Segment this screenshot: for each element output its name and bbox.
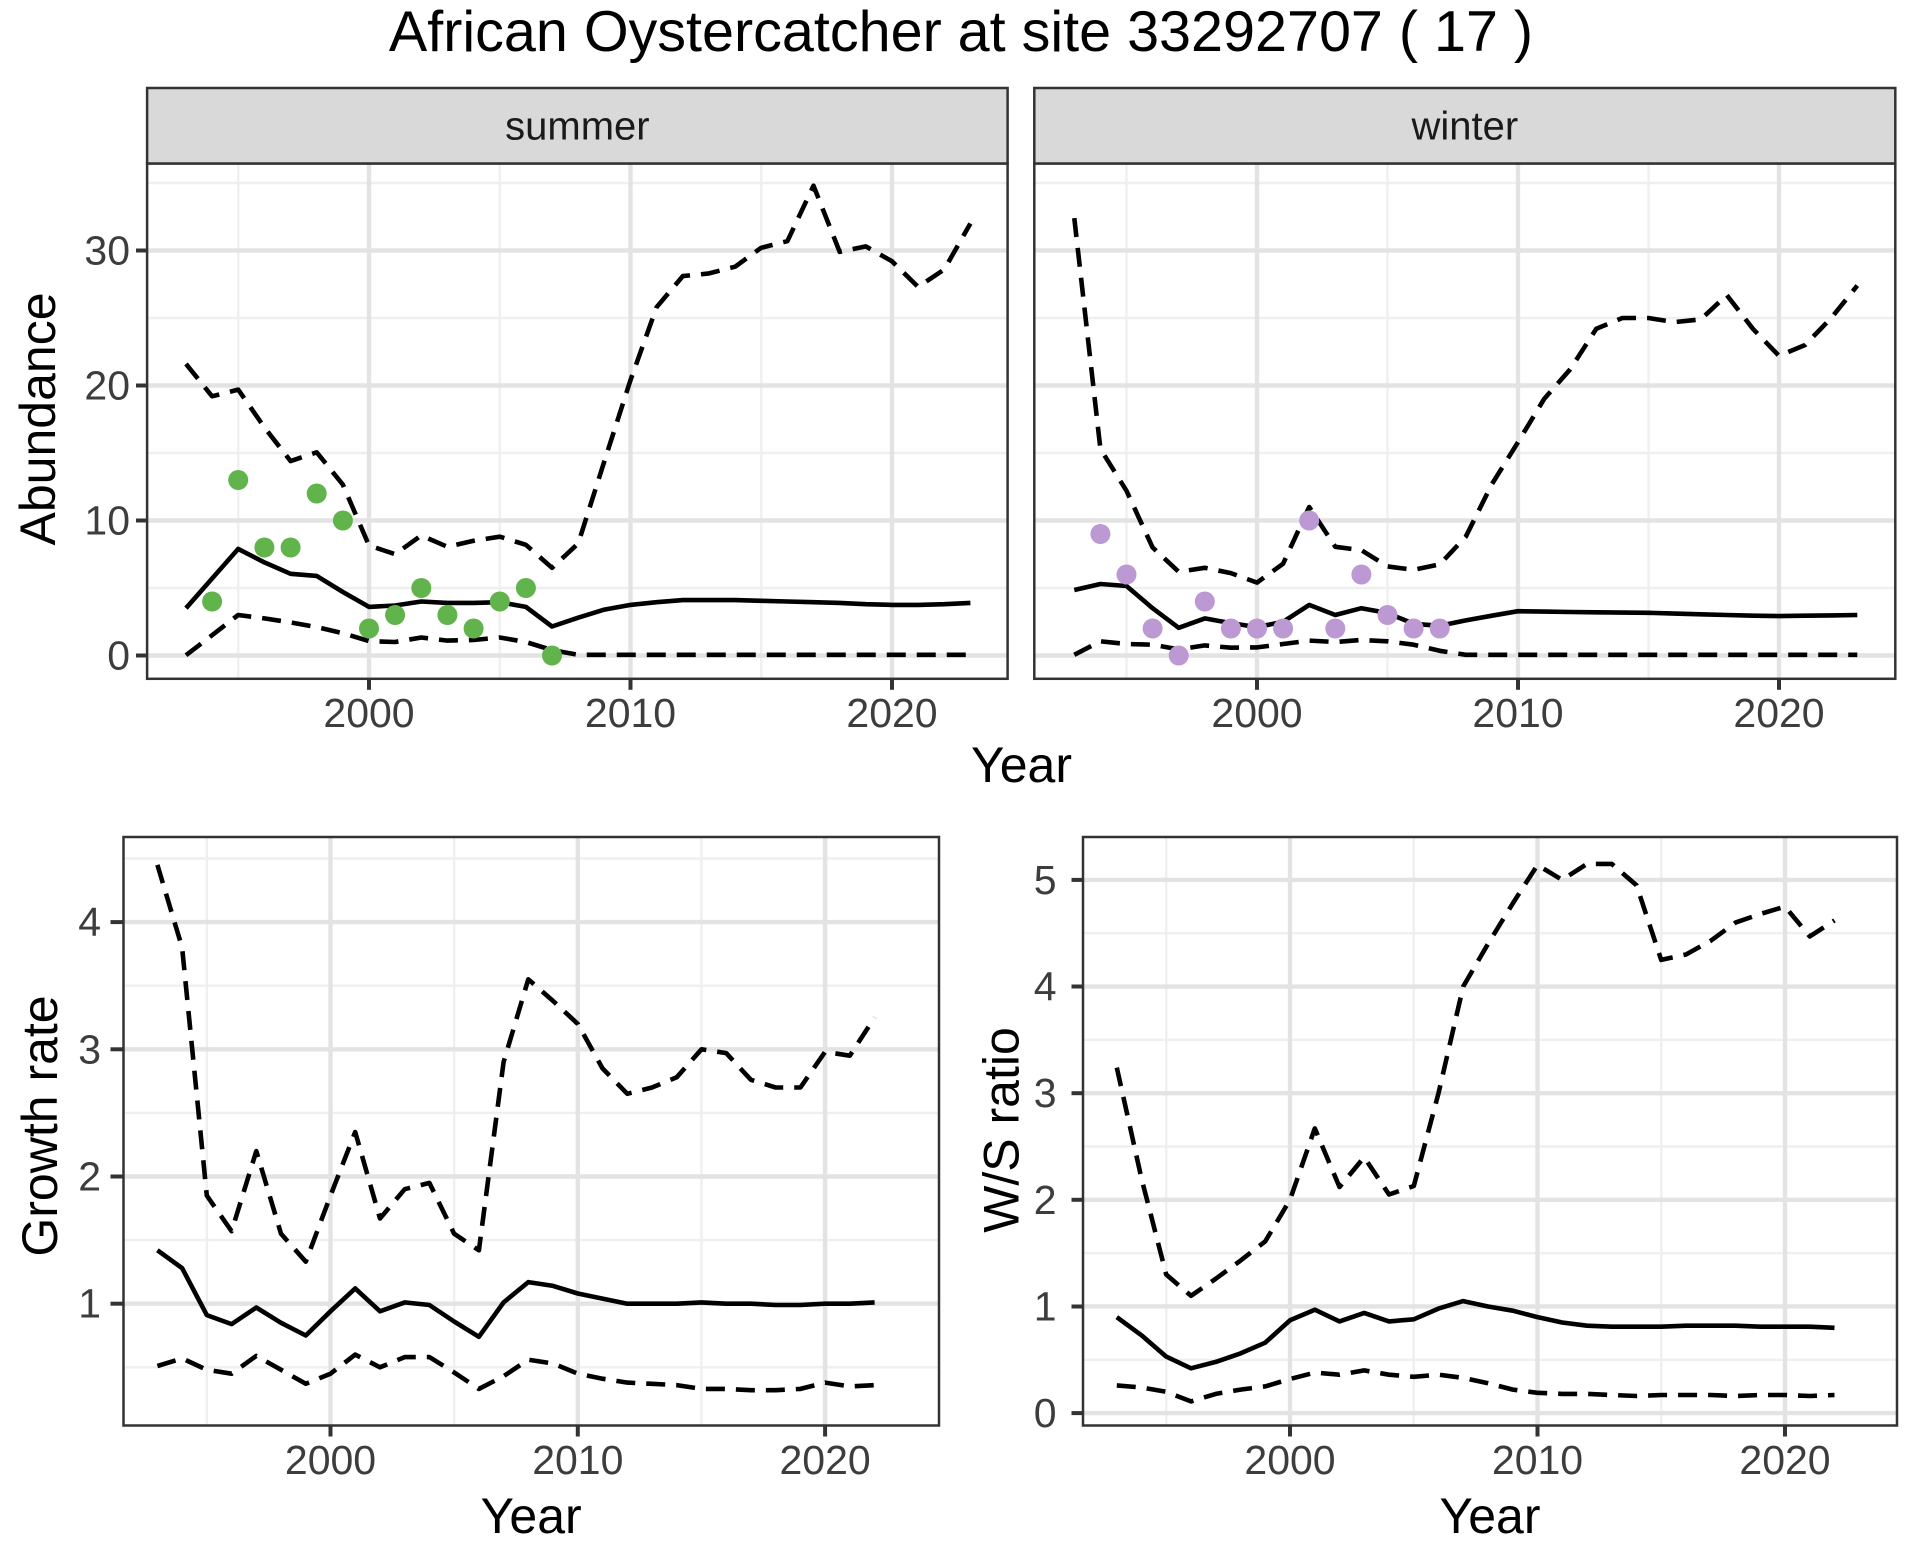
svg-text:3: 3 — [78, 1026, 101, 1072]
svg-text:4: 4 — [78, 899, 101, 945]
svg-text:3: 3 — [1034, 1070, 1057, 1116]
svg-text:Year: Year — [971, 737, 1072, 793]
svg-text:2: 2 — [78, 1154, 101, 1200]
svg-text:2000: 2000 — [1211, 690, 1302, 736]
svg-text:1: 1 — [1034, 1284, 1057, 1330]
svg-text:2020: 2020 — [1733, 690, 1824, 736]
svg-text:0: 0 — [1034, 1390, 1057, 1436]
svg-text:2010: 2010 — [1492, 1437, 1583, 1483]
svg-text:Year: Year — [1439, 1488, 1540, 1544]
svg-text:Abundance: Abundance — [10, 292, 66, 545]
svg-text:Growth rate: Growth rate — [12, 995, 68, 1256]
svg-text:2000: 2000 — [323, 690, 414, 736]
svg-text:0: 0 — [107, 633, 130, 679]
svg-text:2010: 2010 — [585, 690, 676, 736]
svg-text:W/S ratio: W/S ratio — [974, 1027, 1030, 1233]
svg-text:10: 10 — [84, 498, 130, 544]
svg-text:4: 4 — [1034, 964, 1057, 1010]
svg-text:African Oystercatcher at site: African Oystercatcher at site 33292707 (… — [389, 0, 1533, 64]
svg-text:30: 30 — [84, 228, 130, 274]
svg-text:2010: 2010 — [532, 1437, 623, 1483]
svg-text:2020: 2020 — [1739, 1437, 1830, 1483]
svg-text:Year: Year — [481, 1488, 582, 1544]
svg-text:20: 20 — [84, 363, 130, 409]
svg-text:2000: 2000 — [285, 1437, 376, 1483]
svg-text:1: 1 — [78, 1281, 101, 1327]
svg-text:2000: 2000 — [1244, 1437, 1335, 1483]
svg-text:2020: 2020 — [779, 1437, 870, 1483]
svg-text:2010: 2010 — [1472, 690, 1563, 736]
svg-text:2020: 2020 — [846, 690, 937, 736]
svg-text:summer: summer — [505, 105, 649, 149]
svg-text:5: 5 — [1034, 857, 1057, 903]
svg-text:winter: winter — [1410, 105, 1518, 149]
svg-text:2: 2 — [1034, 1177, 1057, 1223]
